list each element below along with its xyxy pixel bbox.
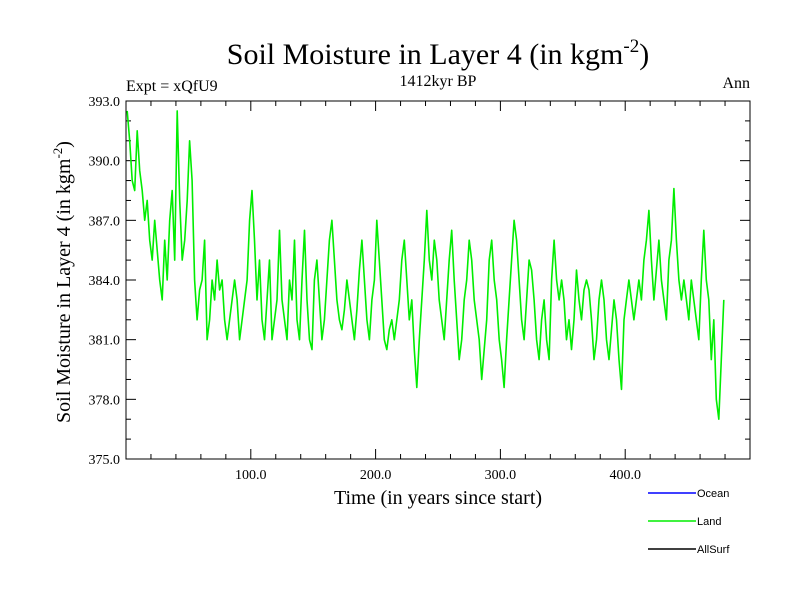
y-tick-label: 384.0 xyxy=(89,274,121,289)
y-tick-label: 387.0 xyxy=(89,214,121,229)
y-tick-label: 393.0 xyxy=(89,95,121,110)
x-tick-label: 400.0 xyxy=(609,468,641,483)
y-tick-labels: 375.0 378.0 381.0 384.0 387.0 390.0 393.0 xyxy=(89,95,121,468)
legend-label-allsurf: AllSurf xyxy=(697,544,730,556)
legend: Ocean Land AllSurf xyxy=(648,488,730,556)
x-tick-label: 300.0 xyxy=(485,468,517,483)
y-tick-label: 378.0 xyxy=(89,393,121,408)
legend-label-ocean: Ocean xyxy=(697,488,729,500)
x-tick-label: 200.0 xyxy=(360,468,392,483)
period-label: 1412kyr BP xyxy=(400,73,477,90)
y-tick-label: 375.0 xyxy=(89,453,121,468)
season-label: Ann xyxy=(722,75,750,92)
plot-frame xyxy=(125,100,751,460)
x-tick-labels: 100.0 200.0 300.0 400.0 xyxy=(235,468,641,483)
legend-label-land: Land xyxy=(697,516,721,528)
chart-title: Soil Moisture in Layer 4 (in kgm-2) xyxy=(227,36,649,71)
y-tick-label: 381.0 xyxy=(89,334,121,349)
x-axis-label: Time (in years since start) xyxy=(334,487,542,509)
axis-ticks xyxy=(126,101,750,459)
experiment-label: Expt = xQfU9 xyxy=(126,78,218,95)
y-tick-label: 390.0 xyxy=(89,155,121,170)
y-axis-label: Soil Moisture in Layer 4 (in kgm-2) xyxy=(50,141,75,423)
x-tick-label: 100.0 xyxy=(235,468,267,483)
land-series-line xyxy=(126,110,725,421)
